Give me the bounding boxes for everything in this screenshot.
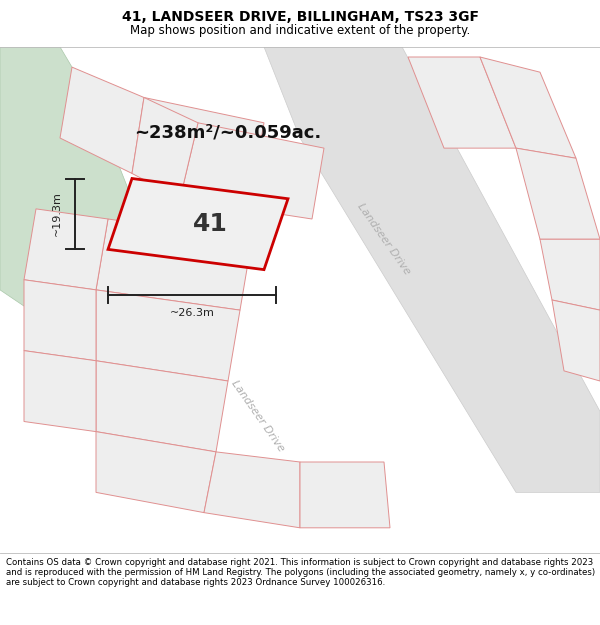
Text: Map shows position and indicative extent of the property.: Map shows position and indicative extent… [130,24,470,36]
Polygon shape [180,122,324,219]
Text: ~26.3m: ~26.3m [170,308,214,318]
Polygon shape [516,148,600,239]
Text: 41, LANDSEER DRIVE, BILLINGHAM, TS23 3GF: 41, LANDSEER DRIVE, BILLINGHAM, TS23 3GF [121,10,479,24]
Polygon shape [132,98,264,189]
Polygon shape [480,57,576,158]
Polygon shape [24,280,96,361]
Polygon shape [96,290,240,381]
Text: Landseer Drive: Landseer Drive [230,379,286,454]
Polygon shape [108,179,288,269]
Text: ~19.3m: ~19.3m [52,191,62,236]
Text: Landseer Drive: Landseer Drive [356,202,412,277]
Polygon shape [24,209,108,290]
Polygon shape [60,67,144,173]
Polygon shape [300,462,390,528]
Polygon shape [0,47,132,320]
Polygon shape [96,219,252,310]
Polygon shape [552,300,600,381]
Text: Contains OS data © Crown copyright and database right 2021. This information is : Contains OS data © Crown copyright and d… [6,558,595,588]
Polygon shape [204,452,300,528]
Polygon shape [264,47,600,493]
Text: 41: 41 [193,212,227,236]
Polygon shape [132,98,198,199]
Polygon shape [24,351,96,432]
Polygon shape [408,57,516,148]
Text: ~238m²/~0.059ac.: ~238m²/~0.059ac. [134,124,322,142]
Polygon shape [540,239,600,310]
Polygon shape [96,432,216,512]
Polygon shape [96,361,228,452]
